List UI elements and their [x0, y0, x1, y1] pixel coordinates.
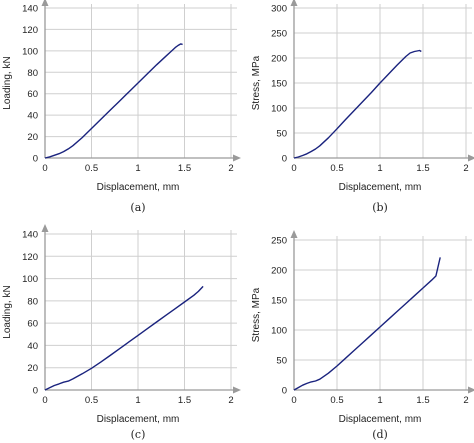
y-tick-label: 100 — [271, 104, 287, 115]
y-tick-label: 120 — [22, 25, 38, 36]
y-tick-label: 40 — [27, 341, 38, 352]
x-axis-arrow — [233, 154, 241, 162]
x-axis-label: Displacement, mm — [97, 182, 180, 193]
x-tick-label: 0.5 — [330, 163, 343, 174]
x-tick-label: 0 — [291, 163, 296, 174]
x-axis-arrow — [468, 386, 474, 394]
y-tick-label: 0 — [282, 386, 287, 397]
y-tick-label: 80 — [27, 68, 38, 79]
y-tick-label: 140 — [22, 230, 38, 241]
y-axis-arrow — [41, 224, 49, 232]
chart-panel-1: 0 0.5 1 1.5 2020406080100120140Displacement,… — [2, 0, 241, 214]
y-tick-label: 40 — [27, 111, 38, 122]
series-line — [44, 43, 183, 159]
y-tick-label: 0 — [282, 154, 287, 165]
y-tick-label: 200 — [271, 266, 287, 277]
y-axis-label: Loading, kN — [2, 285, 13, 338]
x-axis-label: Displacement, mm — [339, 414, 422, 425]
panel-caption: (a) — [130, 201, 145, 214]
y-axis-arrow — [290, 0, 298, 6]
y-tick-label: 60 — [27, 319, 38, 330]
y-axis-arrow — [290, 230, 298, 238]
y-axis-arrow — [41, 0, 49, 6]
x-tick-label: 1 — [377, 395, 382, 406]
y-tick-label: 300 — [271, 4, 287, 15]
y-tick-label: 100 — [22, 274, 38, 285]
x-tick-label: 2 — [228, 163, 233, 174]
series-line — [44, 285, 204, 391]
chart-panel-4: 0 0.5 1 1.5 2 0 50 100 150 200 250 Displacement, mm… — [251, 230, 474, 441]
y-tick-label: 150 — [271, 79, 287, 90]
x-tick-label: 0.5 — [330, 395, 343, 406]
y-tick-label: 200 — [271, 54, 287, 65]
panel-caption: (c) — [131, 428, 146, 441]
y-tick-label: 150 — [271, 296, 287, 307]
x-axis-label: Displacement, mm — [97, 414, 180, 425]
x-tick-label: 1.5 — [178, 163, 191, 174]
y-axis-label: Stress, MPa — [251, 55, 262, 110]
y-tick-label: 20 — [27, 132, 38, 143]
y-tick-label: 250 — [271, 29, 287, 40]
x-axis-arrow — [468, 154, 474, 162]
panel-caption: (d) — [372, 428, 388, 441]
y-tick-label: 20 — [27, 363, 38, 374]
x-tick-label: 0 — [42, 395, 47, 406]
y-tick-label: 0 — [33, 154, 38, 165]
x-tick-label: 1.5 — [416, 163, 429, 174]
x-tick-label: 0 — [42, 163, 47, 174]
y-axis-label: Loading, kN — [2, 56, 13, 109]
y-axis-label: Stress, MPa — [251, 287, 262, 342]
y-tick-label: 50 — [276, 129, 287, 140]
x-tick-label: 0 — [291, 395, 296, 406]
y-tick-label: 250 — [271, 236, 287, 247]
x-tick-label: 1.5 — [416, 395, 429, 406]
x-axis-arrow — [233, 386, 241, 394]
series-line — [293, 49, 422, 159]
y-tick-label: 80 — [27, 296, 38, 307]
x-tick-label: 2 — [228, 395, 233, 406]
y-tick-label: 60 — [27, 89, 38, 100]
x-tick-label: 1.5 — [178, 395, 191, 406]
x-tick-label: 0.5 — [85, 163, 98, 174]
x-tick-label: 2 — [463, 395, 468, 406]
chart-panel-2: 0 0.5 1 1.5 2 0 50 100 150 200 250 300 Displacement,… — [251, 0, 474, 214]
series-line — [293, 257, 441, 391]
chart-panel-3: 0 0.5 1 1.5 2020406080100120140Displacement,… — [2, 224, 241, 441]
y-tick-label: 100 — [22, 46, 38, 57]
x-tick-label: 0.5 — [85, 395, 98, 406]
x-tick-label: 1 — [135, 163, 140, 174]
y-tick-label: 100 — [271, 326, 287, 337]
y-tick-label: 50 — [276, 356, 287, 367]
x-axis-label: Displacement, mm — [339, 182, 422, 193]
y-tick-label: 120 — [22, 252, 38, 263]
panel-caption: (b) — [372, 201, 388, 214]
x-tick-label: 1 — [377, 163, 382, 174]
y-tick-label: 0 — [33, 386, 38, 397]
x-tick-label: 2 — [463, 163, 468, 174]
y-tick-label: 140 — [22, 4, 38, 15]
x-tick-label: 1 — [135, 395, 140, 406]
